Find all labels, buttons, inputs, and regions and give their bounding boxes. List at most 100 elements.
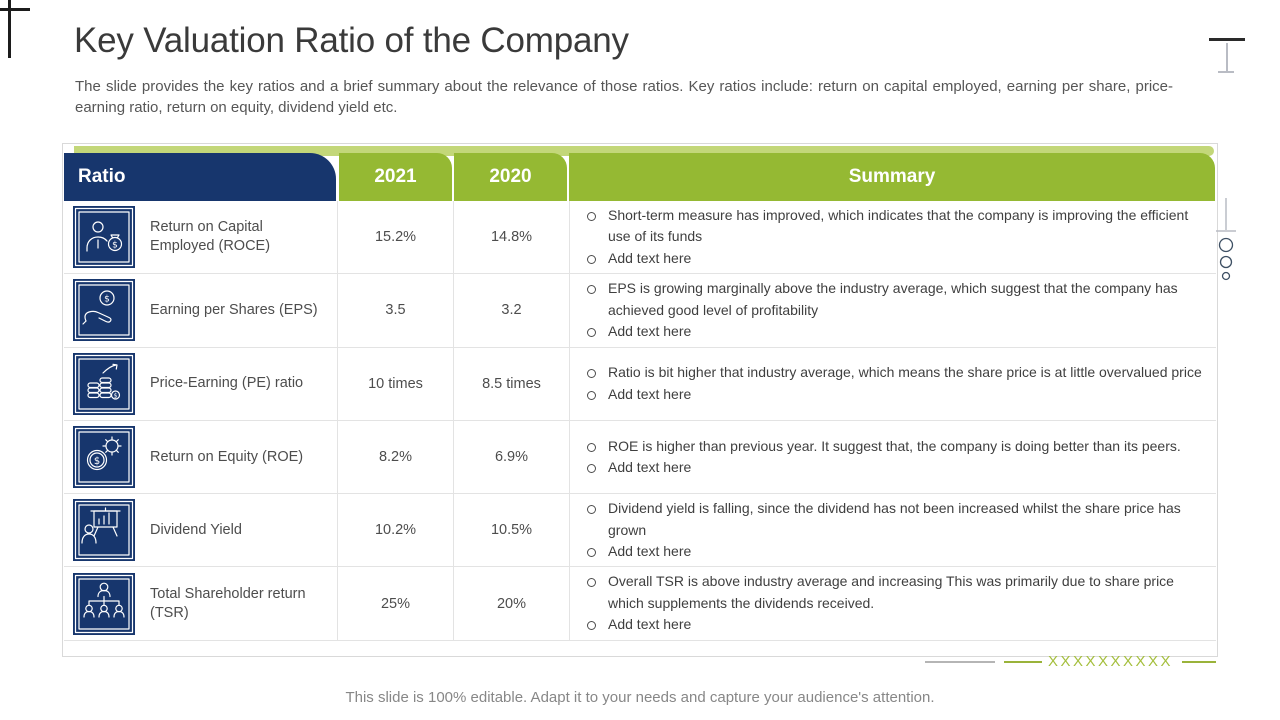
company-name-placeholder: XXXXXXXXXX xyxy=(1048,653,1174,670)
summary-bullet: Overall TSR is above industry average an… xyxy=(580,571,1204,614)
summary-bullet: EPS is growing marginally above the indu… xyxy=(580,278,1204,321)
summary-text: Ratio is bit higher that industry averag… xyxy=(608,364,1202,381)
ratio-cell: $ Price-Earning (PE) ratio xyxy=(64,348,337,420)
bullet-circle-icon xyxy=(587,548,596,558)
header-summary: Summary xyxy=(569,153,1215,201)
ratio-cell: Dividend Yield xyxy=(64,494,337,566)
summary-text: Dividend yield is falling, since the div… xyxy=(608,500,1181,538)
value-2021: 10 times xyxy=(337,347,453,420)
valuation-table: Ratio 2021 2020 Summary $ xyxy=(62,143,1218,657)
summary-cell: Dividend yield is falling, since the div… xyxy=(569,494,1216,567)
bullet-circle-icon xyxy=(587,390,596,400)
svg-text:$: $ xyxy=(104,295,110,305)
summary-bullet: Add text here xyxy=(580,321,1204,343)
ratio-name: Dividend Yield xyxy=(150,521,242,538)
bullet-circle-icon xyxy=(587,621,596,631)
bullet-circle-icon xyxy=(587,254,596,264)
coin-stack-growth-icon: $ xyxy=(73,352,135,415)
table-row: $ Return on Equity (ROE) 8.2% 6.9% ROE i… xyxy=(64,420,1216,495)
summary-cell: Overall TSR is above industry average an… xyxy=(569,567,1216,640)
summary-bullet: ROE is higher than previous year. It sug… xyxy=(580,436,1204,458)
summary-bullet: Ratio is bit higher that industry averag… xyxy=(580,362,1204,384)
summary-text: ROE is higher than previous year. It sug… xyxy=(608,437,1181,454)
summary-bullet: Dividend yield is falling, since the div… xyxy=(580,498,1204,541)
value-2021: 8.2% xyxy=(337,420,453,494)
page-title: Key Valuation Ratio of the Company xyxy=(74,21,629,60)
summary-cell: ROE is higher than previous year. It sug… xyxy=(569,420,1216,494)
top-left-corner-mark xyxy=(8,0,11,58)
bullet-circle-icon xyxy=(587,578,596,588)
summary-text: Short-term measure has improved, which i… xyxy=(608,206,1189,245)
value-2021: 25% xyxy=(337,567,453,640)
svg-text:$: $ xyxy=(114,392,118,399)
ratio-cell: $ Return on Equity (ROE) xyxy=(64,421,337,493)
coin-gear-icon: $ xyxy=(73,426,135,489)
ratio-name: Price-Earning (PE) ratio xyxy=(150,375,304,392)
footer-note: This slide is 100% editable. Adapt it to… xyxy=(345,689,935,706)
header-accent-bar xyxy=(74,146,1214,156)
svg-text:$: $ xyxy=(112,241,118,251)
top-right-margin-mark xyxy=(1209,38,1245,41)
summary-bullet: Add text here xyxy=(580,614,1204,636)
placeholder-green-line-right xyxy=(1182,661,1216,663)
summary-bullet: Add text here xyxy=(580,457,1204,479)
table-row: $ Return on Capital Employed (ROCE) 15.2… xyxy=(64,201,1216,275)
value-2021: 3.5 xyxy=(337,274,453,347)
placeholder-green-line-left xyxy=(1004,661,1042,663)
ratio-cell: $ Earning per Shares (EPS) xyxy=(64,274,337,346)
value-2021: 15.2% xyxy=(337,201,453,274)
summary-text: EPS is growing marginally above the indu… xyxy=(608,280,1178,318)
bullet-circle-icon xyxy=(587,285,596,295)
header-2020: 2020 xyxy=(454,153,567,201)
summary-cell: Ratio is bit higher that industry averag… xyxy=(569,347,1216,420)
svg-text:$: $ xyxy=(94,456,100,467)
ratio-name: Return on Capital Employed (ROCE) xyxy=(150,219,271,255)
ratio-cell: $ Return on Capital Employed (ROCE) xyxy=(64,201,337,273)
bullet-circle-icon xyxy=(587,211,596,221)
summary-bullet: Short-term measure has improved, which i… xyxy=(580,205,1204,248)
person-money-bag-icon: $ xyxy=(73,206,135,269)
summary-bullet: Add text here xyxy=(580,248,1204,270)
slide-subtitle: The slide provides the key ratios and a … xyxy=(75,78,1173,116)
ratio-name: Total Shareholder return (TSR) xyxy=(150,585,306,621)
bullet-circle-icon xyxy=(587,442,596,452)
table-row: $ Price-Earning (PE) ratio 10 times 8.5 … xyxy=(64,347,1216,421)
bullet-circle-icon xyxy=(587,505,596,515)
summary-cell: Short-term measure has improved, which i… xyxy=(569,201,1216,274)
value-2020: 10.5% xyxy=(453,494,569,567)
bullet-circle-icon xyxy=(587,464,596,474)
ratio-name: Earning per Shares (EPS) xyxy=(150,301,318,318)
summary-text: Add text here xyxy=(608,616,692,633)
value-2020: 6.9% xyxy=(453,420,569,494)
summary-bullet: Add text here xyxy=(580,541,1204,563)
value-2020: 14.8% xyxy=(453,201,569,274)
summary-text: Overall TSR is above industry average an… xyxy=(608,573,1174,611)
bullet-circle-icon xyxy=(587,369,596,379)
ratio-name: Return on Equity (ROE) xyxy=(150,448,304,465)
bullet-circle-icon xyxy=(587,328,596,338)
header-2021: 2021 xyxy=(339,153,452,201)
summary-text: Add text here xyxy=(608,323,692,340)
top-left-corner-mark xyxy=(0,8,30,11)
summary-bullet: Add text here xyxy=(580,384,1204,406)
value-2020: 8.5 times xyxy=(453,347,569,420)
table-row: Total Shareholder return (TSR) 25% 20% O… xyxy=(64,567,1216,641)
top-right-margin-tick xyxy=(1218,71,1234,73)
summary-text: Add text here xyxy=(608,543,692,560)
value-2021: 10.2% xyxy=(337,494,453,567)
summary-text: Add text here xyxy=(608,459,692,476)
top-right-margin-line xyxy=(1226,43,1228,71)
ratio-cell: Total Shareholder return (TSR) xyxy=(64,567,337,639)
value-2020: 3.2 xyxy=(453,274,569,347)
people-hierarchy-icon xyxy=(73,572,135,635)
slider-dots-decoration xyxy=(1216,198,1236,281)
table-row: Dividend Yield 10.2% 10.5% Dividend yiel… xyxy=(64,494,1216,568)
placeholder-gray-line xyxy=(925,661,995,663)
summary-text: Add text here xyxy=(608,249,692,266)
summary-text: Add text here xyxy=(608,385,692,402)
presentation-chart-icon xyxy=(73,499,135,562)
header-ratio: Ratio xyxy=(64,153,336,201)
table-row: $ Earning per Shares (EPS) 3.5 3.2 EPS i… xyxy=(64,274,1216,348)
value-2020: 20% xyxy=(453,567,569,640)
